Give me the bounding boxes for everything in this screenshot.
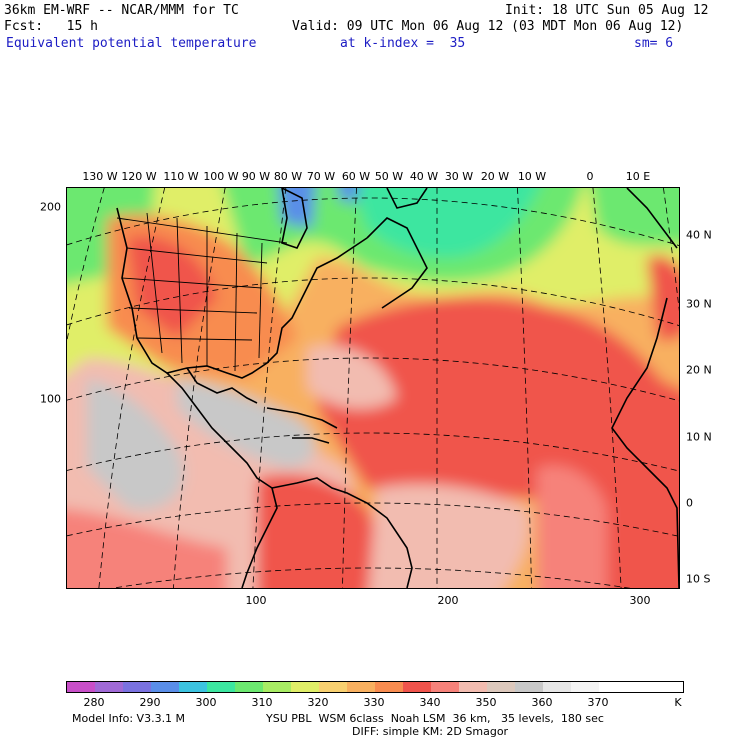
color-scale-label: 300 [195,696,217,709]
level-index: at k-index = 35 [340,36,466,51]
longitude-label: 60 W [341,170,371,183]
color-scale-segment [151,682,179,692]
latitude-label: 0 [686,496,693,510]
latitude-label: 10 N [686,430,712,444]
longitude-label: 100 W [203,170,239,183]
color-scale-label: 280 [83,696,105,709]
color-scale-segment [319,682,347,692]
color-scale-label: 330 [363,696,385,709]
grid-y-label: 200 [40,200,61,214]
longitude-label: 30 W [444,170,474,183]
grid-x-label: 100 [245,594,267,607]
color-scale-segment [543,682,571,692]
color-scale-segment [375,682,403,692]
map-canvas [67,188,679,588]
diffusion-info: DIFF: simple KM: 2D Smagor [352,725,509,738]
grid-x-label: 200 [437,594,459,607]
color-scale-segment [207,682,235,692]
grid-x-label: 300 [629,594,651,607]
longitude-label: 0 [586,170,594,183]
coastlines [116,188,679,588]
forecast-hour: Fcst: 15 h [4,19,98,34]
color-scale-label: 360 [531,696,553,709]
longitude-label: 50 W [374,170,404,183]
longitude-label: 80 W [273,170,303,183]
physics-info: YSU PBL WSM 6class Noah LSM 36 km, 35 le… [266,712,604,725]
color-scale-label: 350 [475,696,497,709]
longitude-label: 120 W [121,170,157,183]
longitude-label: 130 W [82,170,118,183]
color-scale-segment [627,682,655,692]
political-borders [116,212,288,372]
color-scale-segment [515,682,543,692]
color-scale-segment [347,682,375,692]
latitude-label: 30 N [686,297,712,311]
color-scale-segment [95,682,123,692]
color-scale-label: 320 [307,696,329,709]
color-scale-segment [431,682,459,692]
color-scale-segment [459,682,487,692]
longitude-label: 90 W [241,170,271,183]
color-scale-segment [179,682,207,692]
color-scale-segment [235,682,263,692]
latitude-label: 20 N [686,363,712,377]
model-info: Model Info: V3.3.1 M [72,712,186,725]
valid-time: Valid: 09 UTC Mon 06 Aug 12 (03 MDT Mon … [292,19,684,34]
field-name: Equivalent potential temperature [6,36,257,51]
grid-y-label: 100 [40,392,61,406]
theta-e-field [67,188,679,588]
smoothing: sm= 6 [634,36,674,51]
color-scale-label: 370 [587,696,609,709]
latitude-label: 40 N [686,228,712,242]
latitude-label: 10 S [686,572,711,586]
longitude-label: 10 E [625,170,651,183]
color-scale-segment [571,682,599,692]
color-scale-segment [123,682,151,692]
color-scale-segment [599,682,627,692]
color-scale-label: 310 [251,696,273,709]
color-scale [66,681,684,693]
color-scale-label: 340 [419,696,441,709]
color-scale-label: 290 [139,696,161,709]
init-time: Init: 18 UTC Sun 05 Aug 12 [505,3,709,18]
color-scale-segment [291,682,319,692]
longitude-label: 40 W [409,170,439,183]
color-scale-segment [403,682,431,692]
longitude-label: 70 W [306,170,336,183]
color-scale-segment [263,682,291,692]
model-title: 36km EM-WRF -- NCAR/MMM for TC [4,3,239,18]
longitude-label: 20 W [480,170,510,183]
color-scale-segment [655,682,683,692]
longitude-label: 110 W [163,170,199,183]
color-scale-unit: K [674,696,682,709]
theta-e-map [66,187,680,589]
longitude-label: 10 W [517,170,547,183]
color-scale-segment [67,682,95,692]
color-scale-segment [487,682,515,692]
graticule [67,188,679,588]
